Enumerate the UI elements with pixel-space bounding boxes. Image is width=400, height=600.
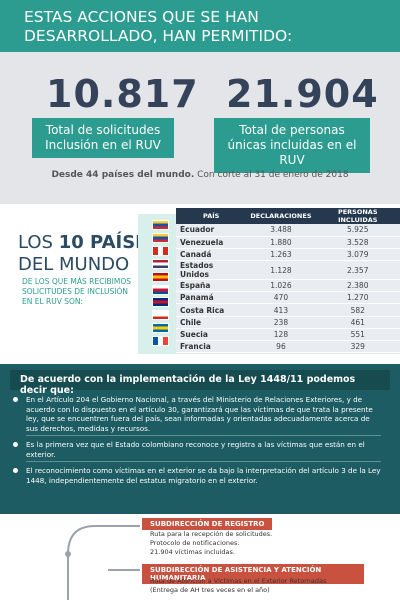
heading-subtitle: DE LOS QUE MÁS RECIBIMOS SOLICITUDES DE …	[22, 277, 132, 306]
table-cell: España	[176, 279, 247, 293]
table-row: Canadá 1.263 3.079	[176, 248, 400, 262]
table-cell: 1.880	[246, 236, 316, 249]
flag	[152, 297, 169, 308]
subdirection-item: Protocolo de notificaciones.	[150, 539, 240, 547]
table-cell: Canadá	[176, 248, 247, 262]
separator	[26, 435, 381, 436]
table-header: PAÍS DECLARACIONES PERSONAS INCLUIDAS	[176, 208, 400, 224]
flag	[152, 271, 169, 282]
table-cell: 551	[315, 328, 400, 342]
table-cell: 238	[246, 316, 316, 329]
table-row: España 1.026 2.380	[176, 279, 400, 293]
header-cell: DECLARACIONES	[246, 208, 316, 224]
table-row: Estados Unidos 1.128 2.357	[176, 260, 400, 281]
table-cell: 470	[246, 291, 316, 305]
table-cell: 2.357	[315, 260, 400, 281]
note-text: Con corte al 31 de enero de 2018	[197, 170, 349, 180]
table-cell: 96	[246, 340, 316, 354]
banner-title: ESTAS ACCIONES QUE SE HAN DESARROLLADO, …	[24, 8, 293, 45]
table-cell: 5.925	[315, 224, 400, 237]
table-row: Suecia 128 551	[176, 328, 400, 342]
table-cell: 2.380	[315, 279, 400, 293]
subdirection-title: SUBDIRECCIÓN DE REGISTRO	[142, 518, 273, 530]
subdirection-item: 21.904 víctimas incluidas.	[150, 548, 235, 556]
table-cell: Francia	[176, 340, 247, 354]
countries-table: PAÍS DECLARACIONES PERSONAS INCLUIDAS Ecuad…	[176, 208, 400, 354]
flag	[152, 336, 169, 347]
heading-highlight: 10 PAÍSES	[58, 232, 161, 253]
subdirection-items: Ruta de Atención a Víctimas en el Exteri…	[150, 577, 330, 595]
table-row: Panamá 470 1.270	[176, 291, 400, 305]
table-cell: 329	[315, 340, 400, 354]
subdirection-item: Ruta para la recepción de solicitudes.	[150, 530, 273, 538]
flag	[152, 323, 169, 334]
heading-prefix: LOS	[18, 232, 53, 253]
table-cell: Chile	[176, 316, 247, 329]
table-cell: 3.528	[315, 236, 400, 249]
table-cell: Ecuador	[176, 224, 247, 237]
table-cell: 461	[315, 316, 400, 329]
flag	[152, 245, 169, 256]
law-title: De acuerdo con la implementación de la L…	[10, 370, 390, 396]
table-row: Costa Rica 413 582	[176, 303, 400, 317]
flag	[152, 220, 169, 230]
header-cell: PERSONAS INCLUIDAS	[315, 208, 400, 224]
bullet: En el Artículo 204 el Gobierno Nacional,…	[13, 395, 381, 433]
flag	[152, 310, 169, 321]
table-cell: 3.079	[315, 248, 400, 262]
header-cell: PAÍS	[176, 208, 247, 224]
table-cell: 1.270	[315, 291, 400, 305]
source-note: Desde 44 países del mundo. Con corte al …	[0, 170, 400, 180]
table-row: Venezuela 1.880 3.528	[176, 236, 400, 249]
table-cell: 128	[246, 328, 316, 342]
table-cell: Estados Unidos	[176, 260, 247, 281]
table-cell: Suecia	[176, 328, 247, 342]
table-cell: 1.026	[246, 279, 316, 293]
bullet: El reconocimiento como víctimas en el ex…	[13, 466, 381, 485]
countries-heading: LOS 10 PAÍSES DEL MUNDO	[18, 232, 160, 276]
table-cell: Venezuela	[176, 236, 247, 249]
separator	[26, 461, 381, 462]
stat-number: 10.817	[46, 72, 199, 116]
table-cell: 413	[246, 303, 316, 317]
subdirection-item: Ruta de Atención a Víctimas en el Exteri…	[150, 577, 327, 594]
connector-lines	[65, 525, 140, 600]
stat-number: 21.904	[226, 72, 379, 116]
table-cell: 1.263	[246, 248, 316, 262]
stat-label: Total de solicitudes Inclusión en el RUV	[32, 118, 174, 158]
bullet: Es la primera vez que el Estado colombia…	[13, 440, 381, 459]
table-row: Ecuador 3.488 5.925	[176, 224, 400, 237]
subdirection-title: SUBDIRECCIÓN DE ASISTENCIA Y ATENCIÓN HU…	[142, 564, 364, 584]
flag	[152, 232, 169, 243]
subdirection-items: Ruta para la recepción de solicitudes. Pr…	[150, 530, 272, 557]
table-cell: 3.488	[246, 224, 316, 237]
table-cell: Costa Rica	[176, 303, 247, 317]
table-cell: Panamá	[176, 291, 247, 305]
table-row: Chile 238 461	[176, 316, 400, 329]
flag	[152, 258, 169, 269]
flag	[152, 284, 169, 295]
table-row: Francia 96 329	[176, 340, 400, 354]
table-cell: 582	[315, 303, 400, 317]
stat-label: Total de personas únicas incluidas en el…	[214, 118, 370, 173]
banner	[0, 0, 400, 52]
heading-line: DEL MUNDO	[18, 254, 130, 275]
note-bold: Desde 44 países del mundo.	[51, 170, 195, 180]
table-cell: 1.128	[246, 260, 316, 281]
